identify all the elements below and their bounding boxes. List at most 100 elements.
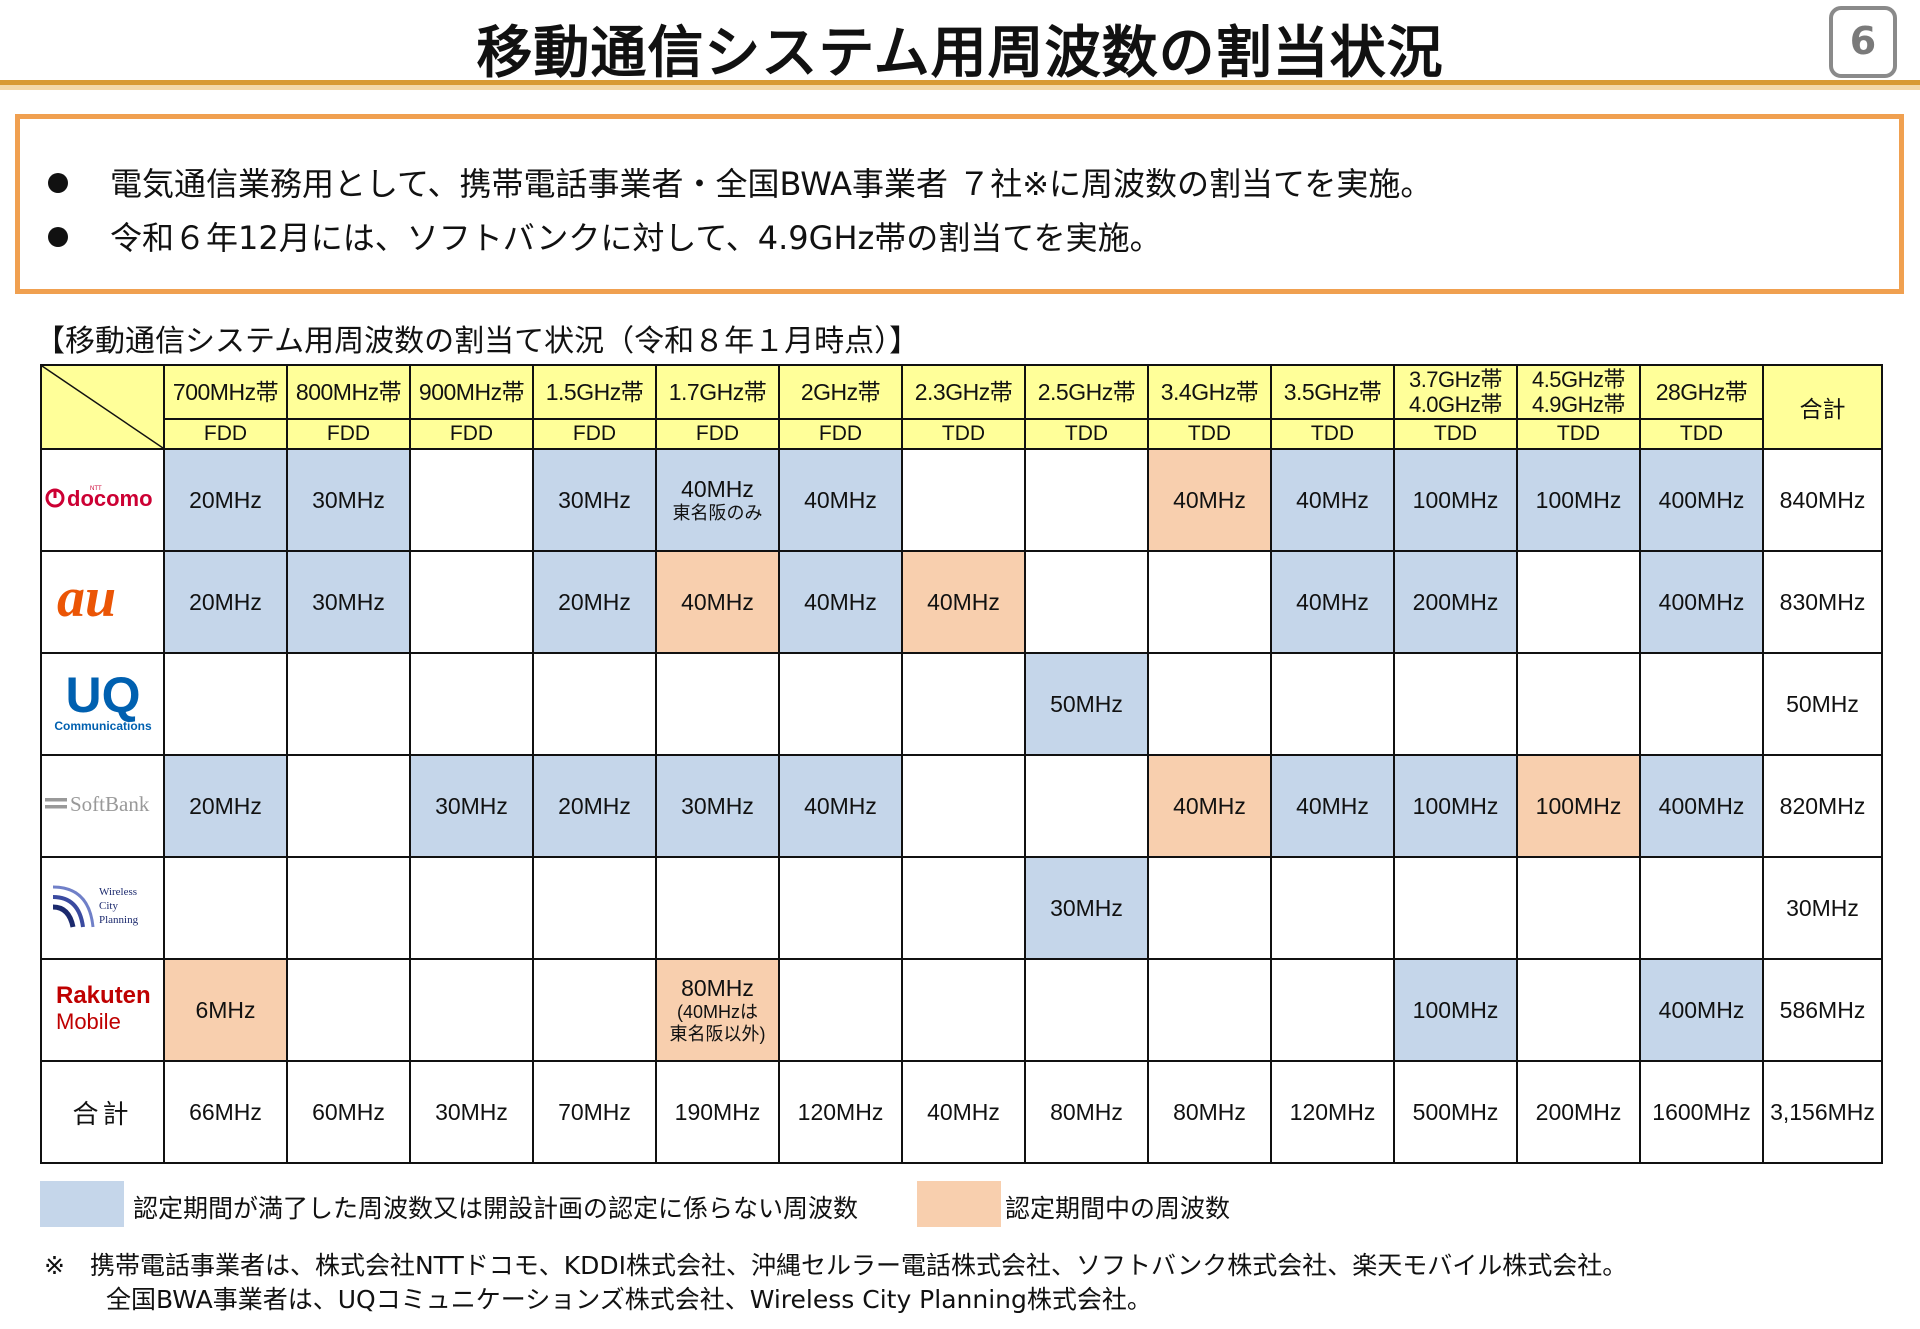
summary-bullet: 電気通信業務用として、携帯電話事業者・全国BWA事業者 ７社※に周波数の割当てを…	[48, 159, 1432, 205]
band-header: 700MHz帯	[163, 364, 288, 420]
wireless-city-planning-logo: Wireless City Planning	[52, 885, 139, 928]
band-header: 4.5GHz帯 4.9GHz帯	[1516, 364, 1641, 420]
allocation-cell	[1024, 550, 1149, 654]
operator-row: SoftBank 20MHz 30MHz 20MHz 30MHz 40MHz 40MHz 4…	[40, 754, 1883, 858]
allocation-cell	[163, 856, 288, 960]
allocation-value: 40MHz	[681, 588, 754, 615]
uq-communications-logo: UQ Communications	[54, 667, 152, 733]
allocation-value: 30MHz	[435, 792, 508, 819]
title-divider	[0, 80, 1920, 85]
allocation-cell	[1516, 652, 1641, 756]
band-total: 80MHz	[1147, 1060, 1272, 1164]
legend-swatch-orange	[917, 1181, 1001, 1227]
title-divider-shadow	[0, 85, 1920, 90]
footnote-line-1: ※ 携帯電話事業者は、株式会社NTTドコモ、KDDI株式会社、沖縄セルラー電話株…	[44, 1251, 1628, 1280]
au-logo: au	[57, 567, 116, 629]
band-label: 4.5GHz帯	[1531, 366, 1626, 392]
totals-row: 合計 66MHz 60MHz 30MHz 70MHz 190MHz 120MHz 40MHz 8…	[40, 1060, 1883, 1164]
svg-text:City: City	[99, 900, 118, 912]
allocation-value: 40MHz	[804, 588, 877, 615]
allocation-cell: 100MHz	[1393, 958, 1518, 1062]
duplex-header: FDD	[163, 418, 288, 450]
allocation-value: 40MHz	[1173, 486, 1246, 513]
allocation-cell: 50MHz	[1024, 652, 1149, 756]
duplex-header: TDD	[1639, 418, 1764, 450]
allocation-cell	[778, 652, 903, 756]
operator-row: Wireless City Planning 30MHz 30MHz	[40, 856, 1883, 960]
corner-cell	[40, 364, 165, 450]
allocation-cell	[1270, 958, 1395, 1062]
operator-logo-cell: au	[40, 550, 165, 654]
allocation-cell: 40MHz	[778, 754, 903, 858]
duplex-header: TDD	[1147, 418, 1272, 450]
summary-box: 電気通信業務用として、携帯電話事業者・全国BWA事業者 ７社※に周波数の割当てを…	[15, 114, 1904, 294]
allocation-cell: 30MHz	[1024, 856, 1149, 960]
bullet-dot-icon	[48, 227, 68, 247]
duplex-header-row: FDD FDD FDD FDD FDD FDD TDD TDD TDD TDD TDD TDD TDD	[41, 418, 1882, 450]
allocation-value: 30MHz	[312, 588, 385, 615]
allocation-cell: 20MHz	[163, 754, 288, 858]
band-label: 3.7GHz帯	[1408, 366, 1503, 392]
band-label: 800MHz帯	[295, 378, 402, 405]
svg-text:Planning: Planning	[99, 914, 139, 926]
allocation-cell	[901, 958, 1026, 1062]
allocation-cell	[163, 652, 288, 756]
band-header: 2.5GHz帯	[1024, 364, 1149, 420]
allocation-cell	[1639, 652, 1764, 756]
allocation-cell	[1024, 958, 1149, 1062]
allocation-cell	[1147, 856, 1272, 960]
duplex-header: FDD	[286, 418, 411, 450]
allocation-cell: 400MHz	[1639, 550, 1764, 654]
duplex-header: TDD	[1024, 418, 1149, 450]
allocation-cell	[1147, 652, 1272, 756]
allocation-cell	[778, 856, 903, 960]
band-label: 2GHz帯	[800, 378, 881, 405]
allocation-value: 30MHz	[681, 792, 754, 819]
allocation-cell	[1393, 652, 1518, 756]
band-total: 190MHz	[655, 1060, 780, 1164]
operator-logo-cell: Rakuten Mobile	[40, 958, 165, 1062]
operator-total: 840MHz	[1762, 448, 1883, 552]
band-total: 80MHz	[1024, 1060, 1149, 1164]
operator-logo-cell: Wireless City Planning	[40, 856, 165, 960]
allocation-cell	[1024, 754, 1149, 858]
allocation-value: 40MHz	[1173, 792, 1246, 819]
allocation-value: 30MHz	[558, 486, 631, 513]
allocation-value: 400MHz	[1658, 486, 1745, 513]
footnote-line-2: 全国BWA事業者は、UQコミュニケーションズ株式会社、Wireless City…	[106, 1285, 1152, 1314]
band-header: 28GHz帯	[1639, 364, 1764, 420]
band-header: 3.4GHz帯	[1147, 364, 1272, 420]
svg-text:NTT: NTT	[90, 486, 102, 492]
band-header-row: 700MHz帯 800MHz帯 900MHz帯 1.5GHz帯 1.7GHz帯 2GHz帯…	[40, 364, 1883, 450]
allocation-value: 400MHz	[1658, 792, 1745, 819]
band-header: 3.7GHz帯 4.0GHz帯	[1393, 364, 1518, 420]
operator-logo-cell: NTT docomo	[40, 448, 165, 552]
allocation-value: 40MHz	[927, 588, 1000, 615]
duplex-header: FDD	[409, 418, 534, 450]
diagonal-line-icon	[42, 366, 163, 448]
allocation-cell	[778, 958, 903, 1062]
allocation-value: 50MHz	[1050, 690, 1123, 717]
allocation-cell	[409, 550, 534, 654]
band-header: 3.5GHz帯	[1270, 364, 1395, 420]
allocation-cell	[901, 652, 1026, 756]
bullet-dot-icon	[48, 173, 68, 193]
allocation-value: 20MHz	[189, 792, 262, 819]
allocation-cell	[1024, 448, 1149, 552]
allocation-cell: 40MHz	[1270, 754, 1395, 858]
allocation-cell: 30MHz	[286, 550, 411, 654]
allocation-cell	[409, 448, 534, 552]
svg-text:Rakuten: Rakuten	[56, 982, 151, 1009]
allocation-cell	[655, 652, 780, 756]
allocation-cell: 30MHz	[655, 754, 780, 858]
allocation-cell	[532, 652, 657, 756]
band-label: 3.5GHz帯	[1283, 378, 1382, 405]
allocation-cell: 40MHz	[1270, 550, 1395, 654]
allocation-value: 20MHz	[189, 486, 262, 513]
allocation-value: 30MHz	[1050, 894, 1123, 921]
band-total: 120MHz	[778, 1060, 903, 1164]
allocation-cell: 6MHz	[163, 958, 288, 1062]
legend-certified: 認定期間中の周波数	[917, 1181, 1337, 1229]
allocation-cell: 20MHz	[163, 448, 288, 552]
grand-total: 3,156MHz	[1762, 1060, 1883, 1164]
